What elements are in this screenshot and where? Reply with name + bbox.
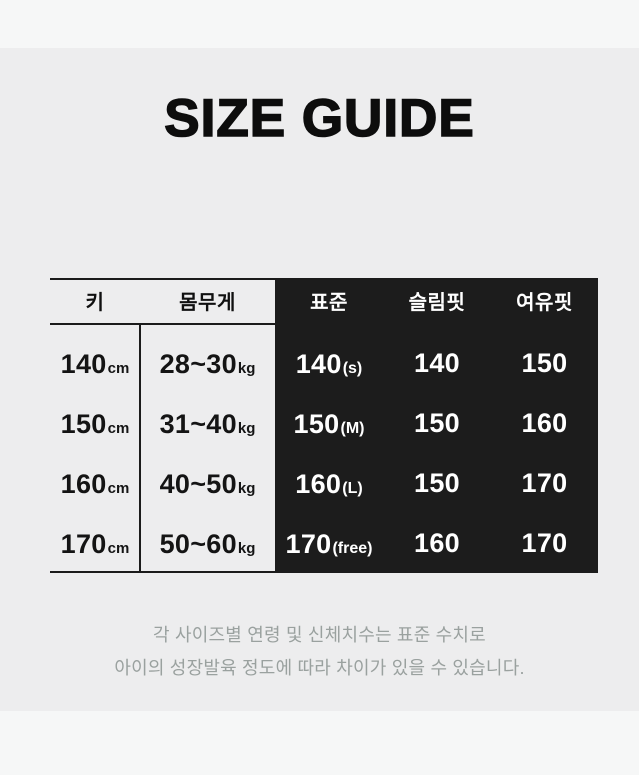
footer-note: 각 사이즈별 연령 및 신체치수는 표준 수치로 아이의 성장발육 정도에 따라… [0,619,639,685]
table-column-divider [139,325,141,571]
footer-note-line1: 각 사이즈별 연령 및 신체치수는 표준 수치로 [153,625,486,645]
table-bottom-rule [50,571,275,573]
slim-fit-cell: 150 [414,467,460,498]
column-header-weight: 몸무게 [179,292,236,314]
fit-columns-dark-panel [275,280,598,573]
weight-cell: 31~40 kg [159,409,256,439]
height-cell: 140 cm [60,349,130,379]
size-table: 키 몸무게 표준 슬림핏 여유핏 140 cm 28~30 kg 140 (s) 14… [50,278,598,573]
standard-size-cell: 170 (free) [285,529,373,559]
loose-fit-cell: 160 [521,407,568,438]
column-header-slim-fit: 슬림핏 [408,292,466,314]
slim-fit-cell: 140 [414,347,460,378]
column-header-standard: 표준 [310,292,348,314]
standard-size-cell: 150 (M) [293,409,365,439]
table-top-rule [50,278,598,280]
slim-fit-cell: 160 [414,527,460,558]
loose-fit-cell: 170 [521,467,568,498]
weight-cell: 40~50 kg [159,469,256,499]
weight-cell: 28~30 kg [159,349,256,379]
loose-fit-cell: 150 [521,347,568,378]
footer-note-line2: 아이의 성장발육 정도에 따라 차이가 있을 수 있습니다. [114,658,525,678]
column-header-height: 키 [85,292,105,314]
table-header-rule [50,323,275,325]
standard-size-cell: 160 (L) [295,469,363,499]
column-header-loose-fit: 여유핏 [516,292,573,314]
slim-fit-cell: 150 [414,407,460,438]
height-cell: 160 cm [60,469,130,499]
weight-cell: 50~60 kg [159,529,256,559]
standard-size-cell: 140 (s) [295,349,363,379]
page-title: SIZE GUIDE [163,88,475,149]
height-cell: 170 cm [60,529,130,559]
loose-fit-cell: 170 [521,527,568,558]
height-cell: 150 cm [60,409,130,439]
